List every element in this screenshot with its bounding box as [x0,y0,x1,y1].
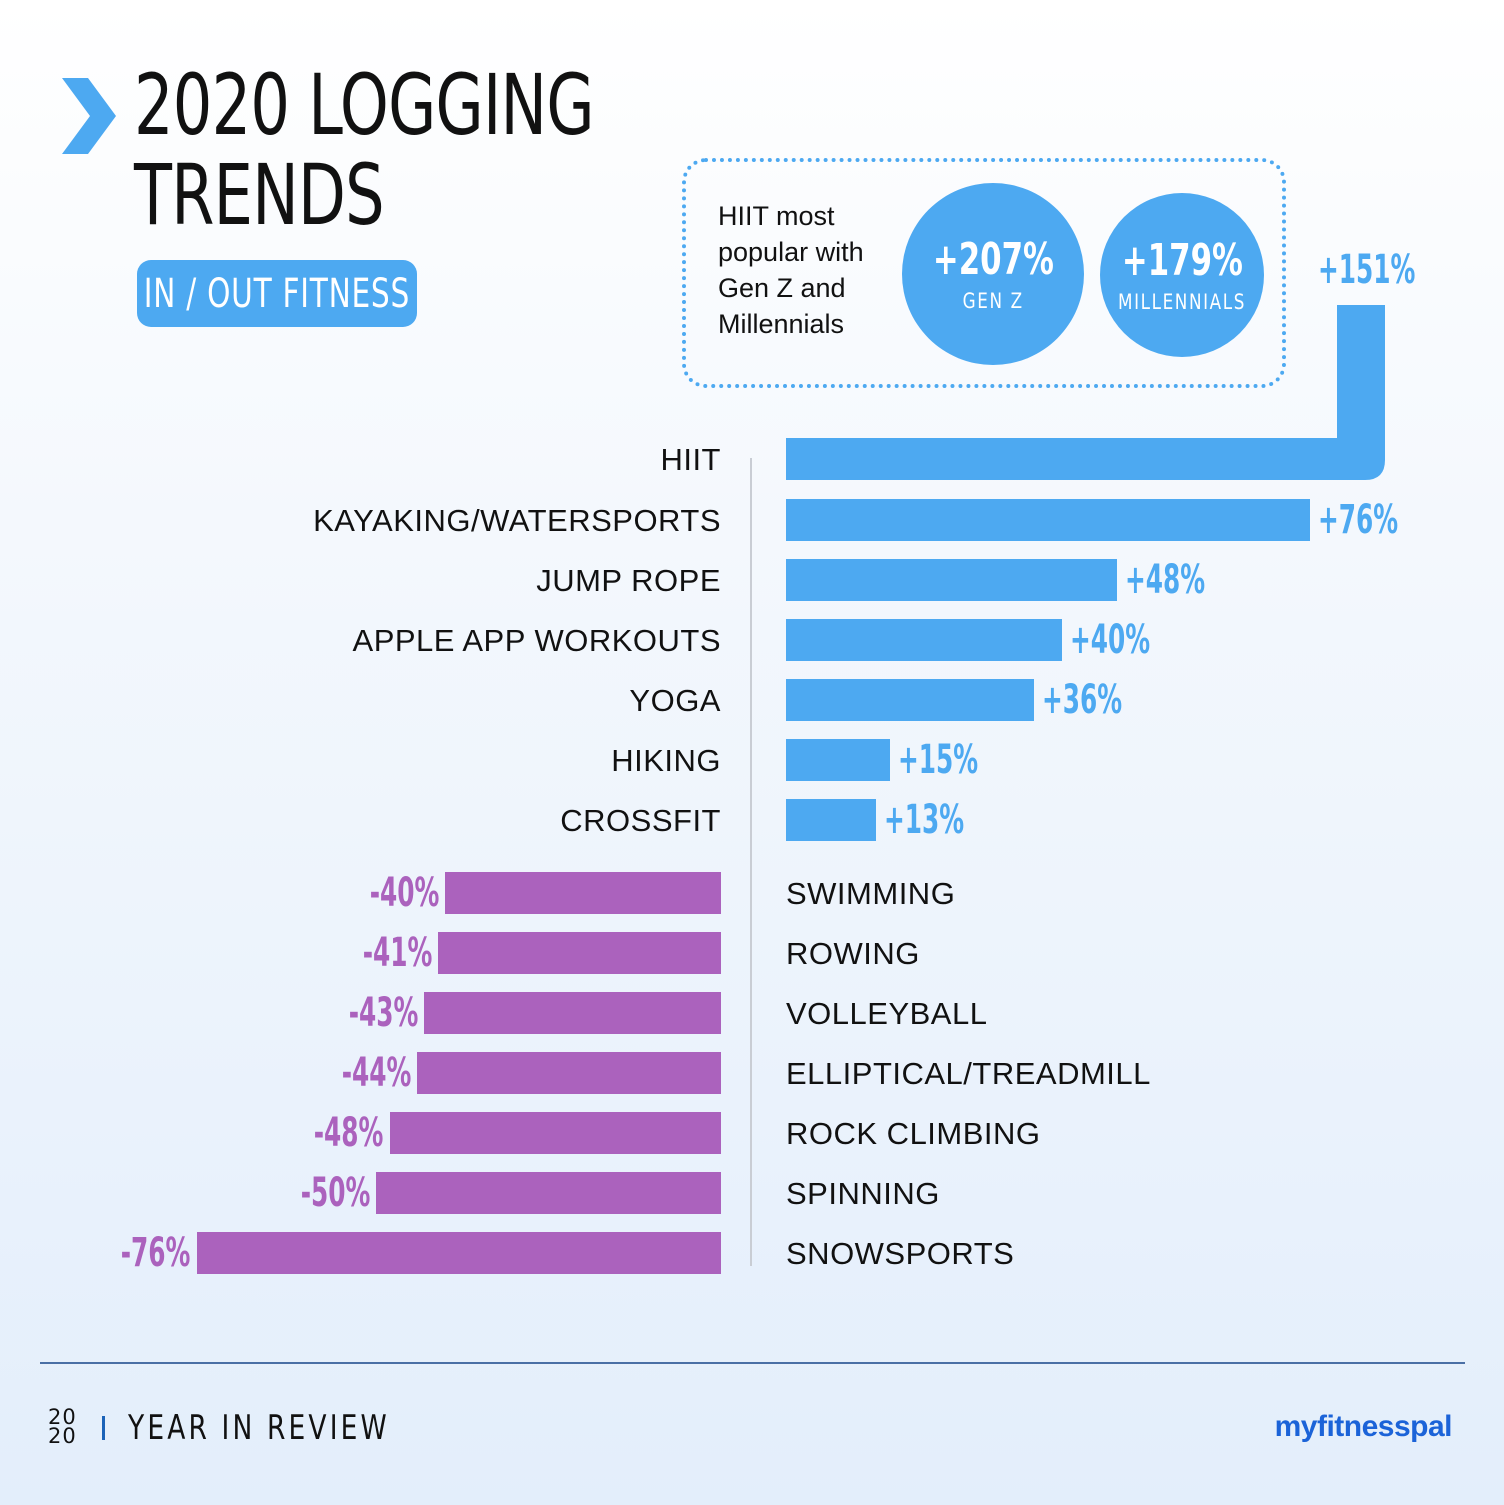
bar [438,932,721,974]
bar [786,499,1311,541]
gen-z-label: GEN Z [962,289,1024,313]
footer-year: 20 20 [48,1405,77,1448]
category-pill-label: IN / OUT FITNESS [143,270,411,317]
category-label: APPLE APP WORKOUTS [352,623,721,658]
chart-axis-line [750,458,752,1266]
callout-text: HIIT most popular with Gen Z and Millenn… [718,201,864,339]
bar [196,1232,721,1274]
category-label: SWIMMING [786,876,956,911]
bar-value-label: +48% [1125,557,1206,603]
millennials-value: +179% [1121,235,1243,286]
millennials-circle: +179% MILLENNIALS [1100,193,1264,357]
category-label: SPINNING [786,1176,940,1211]
bar-value-label: +15% [897,737,978,783]
bar [786,679,1035,721]
footer-year-bottom: 20 [48,1424,77,1448]
category-label: ELLIPTICAL/TREADMILL [786,1056,1151,1091]
bar-value-label: +76% [1318,497,1399,543]
title-line-1: 2020 LOGGING [134,56,594,154]
chevron-icon [62,78,116,154]
title-line-2: TRENDS [134,146,385,244]
category-label: HIKING [611,743,721,778]
bar [417,1052,721,1094]
category-label: ROCK CLIMBING [786,1116,1041,1151]
category-label: KAYAKING/WATERSPORTS [313,503,721,538]
bar-value-label: -50% [300,1170,370,1216]
bar-value-label: -43% [348,990,419,1036]
category-label: VOLLEYBALL [786,996,988,1031]
bar [389,1112,721,1154]
millennials-label: MILLENNIALS [1118,290,1246,314]
bar [786,619,1062,661]
footer-year-top: 20 [48,1405,77,1429]
category-label: JUMP ROPE [536,563,721,598]
page-title: 2020 LOGGING TRENDS [134,60,594,240]
footer-divider [40,1362,1465,1364]
bar [376,1172,721,1214]
category-label: CROSSFIT [560,803,721,838]
footer-separator [102,1416,105,1440]
gen-z-value: +207% [932,234,1054,285]
bar [424,992,721,1034]
bar-value-label: -41% [362,930,433,976]
category-label: ROWING [786,936,920,971]
bar-value-label: -76% [120,1230,191,1276]
bar-value-label: +40% [1070,617,1151,663]
bar [786,799,876,841]
bar-value-label: +36% [1042,677,1123,723]
footer-review-label: YEAR IN REVIEW [128,1408,390,1448]
category-pill: IN / OUT FITNESS [137,260,417,327]
bar [786,559,1118,601]
category-label: SNOWSPORTS [786,1236,1015,1271]
gen-z-circle: +207% GEN Z [902,183,1084,365]
bar-value-label: +13% [883,797,964,843]
bar-value-label: -44% [341,1050,412,1096]
bar-value-label: +151% [1318,247,1416,293]
bar [445,872,721,914]
brand-logo: myfitnesspal [1274,1410,1453,1443]
category-label: HIIT [660,442,721,477]
bar-value-label: -40% [369,870,439,916]
bar-value-label: -48% [314,1110,384,1156]
bar [786,739,890,781]
category-label: YOGA [629,683,721,718]
